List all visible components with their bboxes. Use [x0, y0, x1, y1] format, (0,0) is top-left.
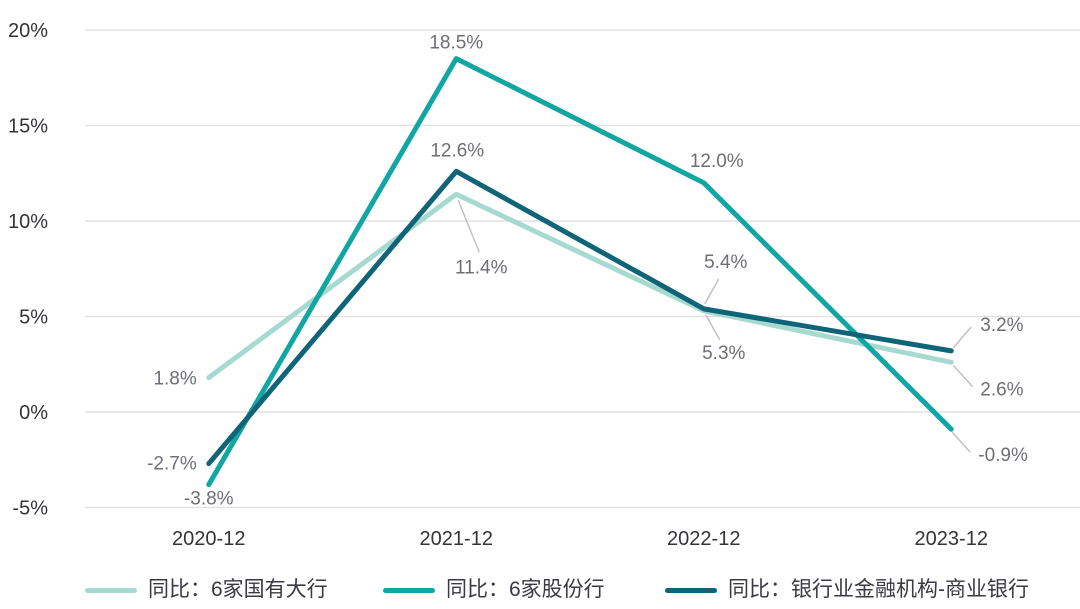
legend-swatch-guoyou-dahang — [85, 587, 137, 593]
data-label: 3.2% — [980, 315, 1023, 336]
series-line-0 — [206, 191, 954, 381]
x-axis-tick-label: 2022-12 — [667, 528, 740, 550]
y-axis-tick-label: -5% — [12, 498, 48, 520]
data-label-leader-line — [704, 278, 720, 305]
data-label-leader-line — [705, 314, 721, 341]
x-axis-tick-label: 2023-12 — [915, 528, 988, 550]
data-label-leader-line — [952, 326, 972, 349]
data-label-leader-line — [457, 199, 480, 253]
y-axis-tick-label: 0% — [19, 402, 48, 424]
legend-item-guoyou-dahang: 同比：6家国有大行 — [85, 576, 328, 604]
series-line-1 — [206, 56, 954, 488]
legend-label: 同比：6家国有大行 — [148, 578, 328, 601]
x-axis-tick-label: 2020-12 — [172, 528, 245, 550]
data-label: 12.0% — [690, 151, 744, 172]
line-chart-plot-area: 20% 15% 10% 5% 0% -5% 2020-12 2021-12 2022-12 202… — [8, 20, 1080, 550]
y-axis-tick-label: 5% — [19, 307, 48, 329]
y-axis-tick-label: 10% — [8, 211, 48, 233]
data-label: 18.5% — [429, 33, 483, 54]
legend-label: 同比：银行业金融机构-商业银行 — [728, 578, 1029, 601]
data-label: -2.7% — [147, 454, 197, 475]
data-label: 12.6% — [430, 140, 484, 161]
data-label-leader-line — [951, 431, 971, 453]
data-label: 1.8% — [153, 369, 196, 390]
legend-swatch-gufenhang — [383, 587, 435, 593]
y-axis-tick-label: 20% — [8, 20, 48, 42]
data-label: -3.8% — [184, 489, 234, 510]
y-axis-tick-label: 15% — [8, 116, 48, 138]
data-label: 5.3% — [702, 343, 745, 364]
legend-item-shangye-yinhang: 同比：银行业金融机构-商业银行 — [665, 576, 1029, 604]
data-label: 2.6% — [980, 379, 1023, 400]
legend-label: 同比：6家股份行 — [446, 578, 605, 601]
legend-swatch-shangye-yinhang — [665, 587, 717, 593]
chart-legend: 同比：6家国有大行 同比：6家股份行 同比：银行业金融机构-商业银行 — [0, 576, 1080, 606]
legend-item-gufenhang: 同比：6家股份行 — [383, 576, 605, 604]
data-label: 5.4% — [704, 252, 747, 273]
data-label: -0.9% — [978, 445, 1028, 466]
x-axis-tick-label: 2021-12 — [420, 528, 493, 550]
data-label: 11.4% — [455, 257, 508, 278]
series-line-2 — [206, 168, 954, 467]
data-label-leader-line — [952, 364, 973, 387]
